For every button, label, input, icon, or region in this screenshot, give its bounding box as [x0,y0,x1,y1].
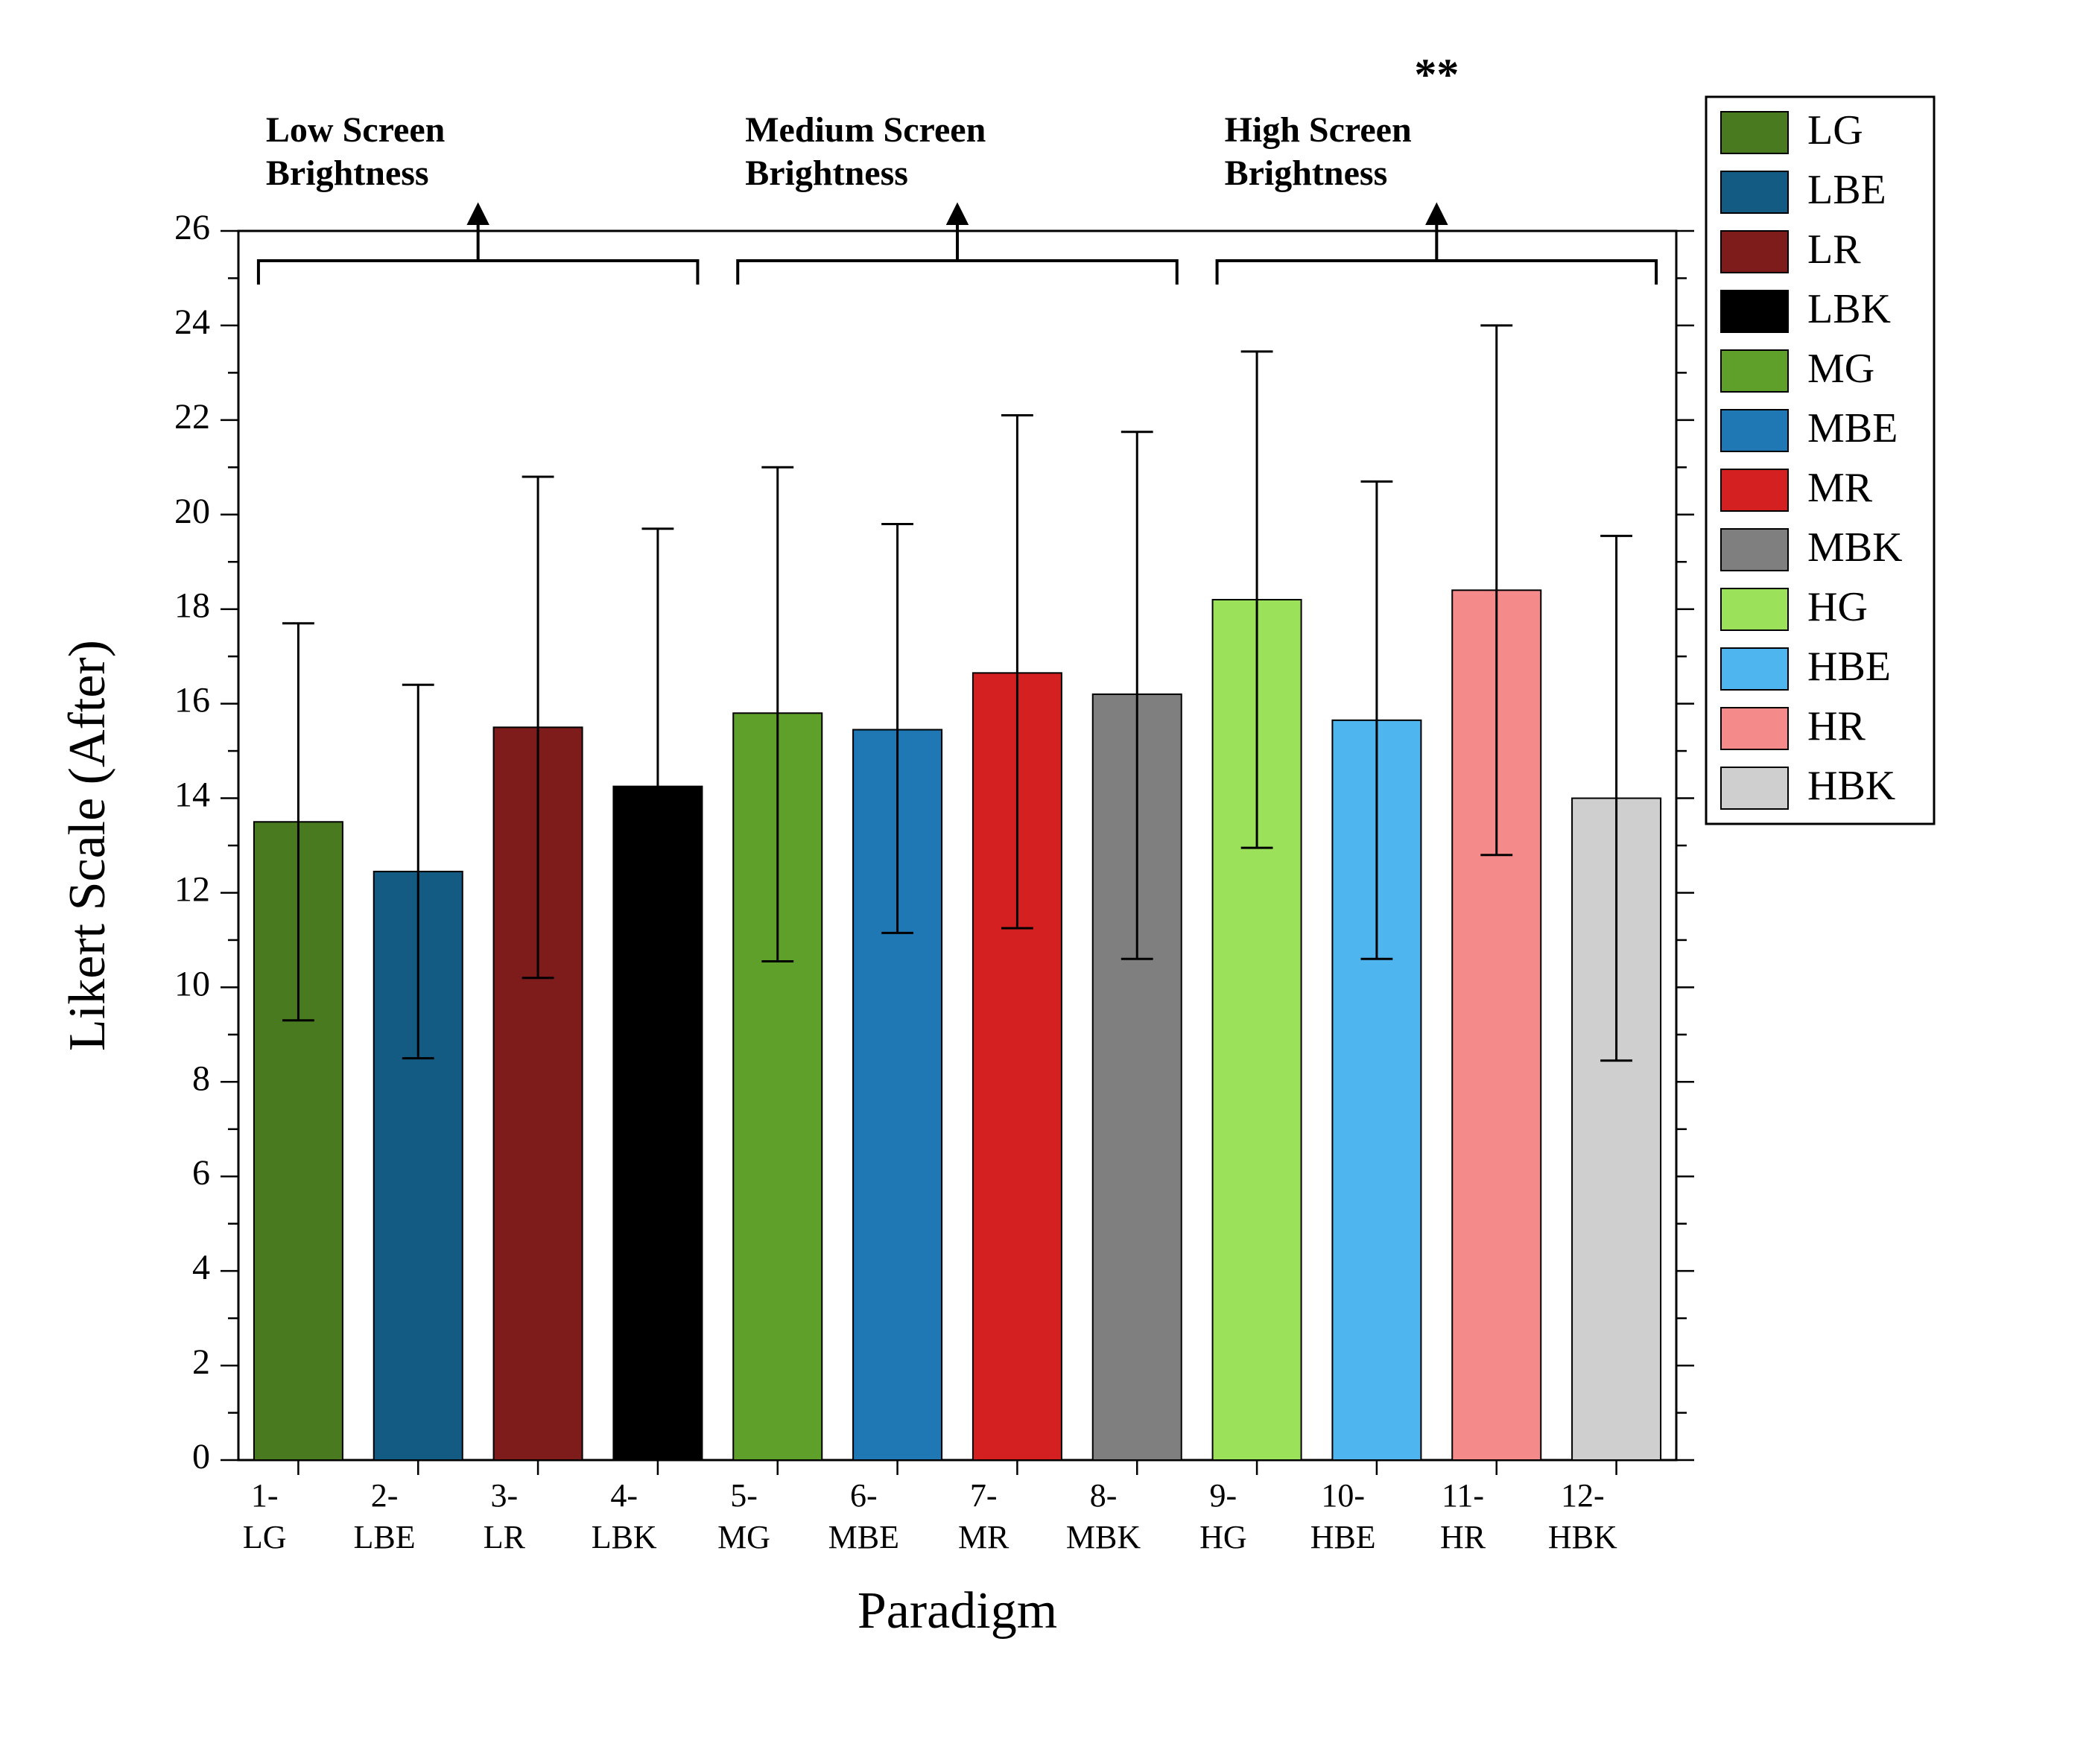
y-tick-label: 16 [174,681,210,720]
x-tick-label-line2: HBE [1310,1519,1376,1555]
group-label-line1: High Screen [1225,110,1412,150]
y-tick-label: 22 [174,397,210,437]
group-label-line2: Brightness [266,153,429,193]
y-tick-label: 20 [174,492,210,531]
y-tick-label: 10 [174,964,210,1003]
legend-label: LBK [1807,286,1891,332]
y-tick-label: 18 [174,586,210,626]
y-tick-label: 0 [192,1437,210,1476]
legend-swatch [1721,350,1788,392]
significance-marker: ** [1414,50,1459,99]
legend-label: LBE [1807,167,1886,213]
legend-swatch [1721,171,1788,213]
x-tick-label-line1: 3- [491,1477,519,1514]
x-tick-label-line2: LR [484,1519,526,1555]
x-tick-label-line1: 9- [1210,1477,1237,1514]
x-tick-label-line1: 4- [610,1477,638,1514]
legend-label: HBE [1807,644,1891,690]
legend-swatch [1721,291,1788,332]
bar-chart-svg: 02468101214161820222426Likert Scale (Aft… [0,0,2092,1764]
legend-swatch [1721,410,1788,451]
x-tick-label-line2: MR [958,1519,1009,1555]
x-tick-label-line2: HR [1440,1519,1486,1555]
legend-swatch [1721,112,1788,153]
group-arrowhead [1427,206,1445,223]
legend-label: HR [1807,703,1866,749]
x-tick-label-line1: 2- [371,1477,399,1514]
y-tick-label: 2 [192,1342,210,1382]
group-bracket [738,261,1177,285]
chart-container: 02468101214161820222426Likert Scale (Aft… [0,0,2092,1764]
group-label-line2: Brightness [1225,153,1388,193]
x-tick-label-line1: 6- [850,1477,878,1514]
group-label-line1: Low Screen [266,110,445,150]
group-label-line1: Medium Screen [745,110,986,150]
x-tick-label-line2: HG [1199,1519,1247,1555]
x-tick-label-line1: 10- [1321,1477,1365,1514]
legend-swatch [1721,529,1788,571]
y-tick-label: 8 [192,1059,210,1098]
x-axis-title: Paradigm [858,1582,1057,1640]
x-tick-label-line1: 8- [1090,1477,1118,1514]
y-tick-label: 14 [174,775,210,815]
legend-swatch [1721,708,1788,749]
legend-label: HG [1807,584,1868,630]
x-tick-label-line2: LG [243,1519,287,1555]
legend-swatch [1721,469,1788,511]
legend-label: MBK [1807,524,1903,571]
legend-swatch [1721,588,1788,630]
legend-swatch [1721,231,1788,273]
x-tick-label-line1: 12- [1561,1477,1605,1514]
x-tick-label-line2: MBE [828,1519,899,1555]
y-tick-label: 12 [174,869,210,909]
x-tick-label-line2: LBE [353,1519,415,1555]
x-tick-label-line1: 1- [251,1477,279,1514]
legend-swatch [1721,648,1788,690]
x-tick-label-line2: HBK [1548,1519,1617,1555]
legend-label: LR [1807,226,1861,273]
x-tick-label-line1: 5- [730,1477,758,1514]
legend-swatch [1721,767,1788,809]
y-axis-title: Likert Scale (After) [59,640,116,1051]
x-tick-label-line2: MBK [1066,1519,1141,1555]
legend-label: MBE [1807,405,1898,451]
x-tick-label-line1: 7- [970,1477,998,1514]
group-bracket [259,261,698,285]
group-arrowhead [469,206,487,223]
legend-label: MG [1807,346,1874,392]
group-bracket [1217,261,1657,285]
y-tick-label: 24 [174,302,210,342]
y-tick-label: 6 [192,1153,210,1193]
y-tick-label: 26 [174,208,210,247]
y-tick-label: 4 [192,1248,210,1287]
legend-label: HBK [1807,763,1895,809]
legend-label: LG [1807,107,1863,153]
group-arrowhead [948,206,966,223]
group-label-line2: Brightness [745,153,908,193]
legend-label: MR [1807,465,1873,511]
x-tick-label-line2: LBK [592,1519,657,1555]
x-tick-label-line2: MG [717,1519,770,1555]
x-tick-label-line1: 11- [1442,1477,1484,1514]
